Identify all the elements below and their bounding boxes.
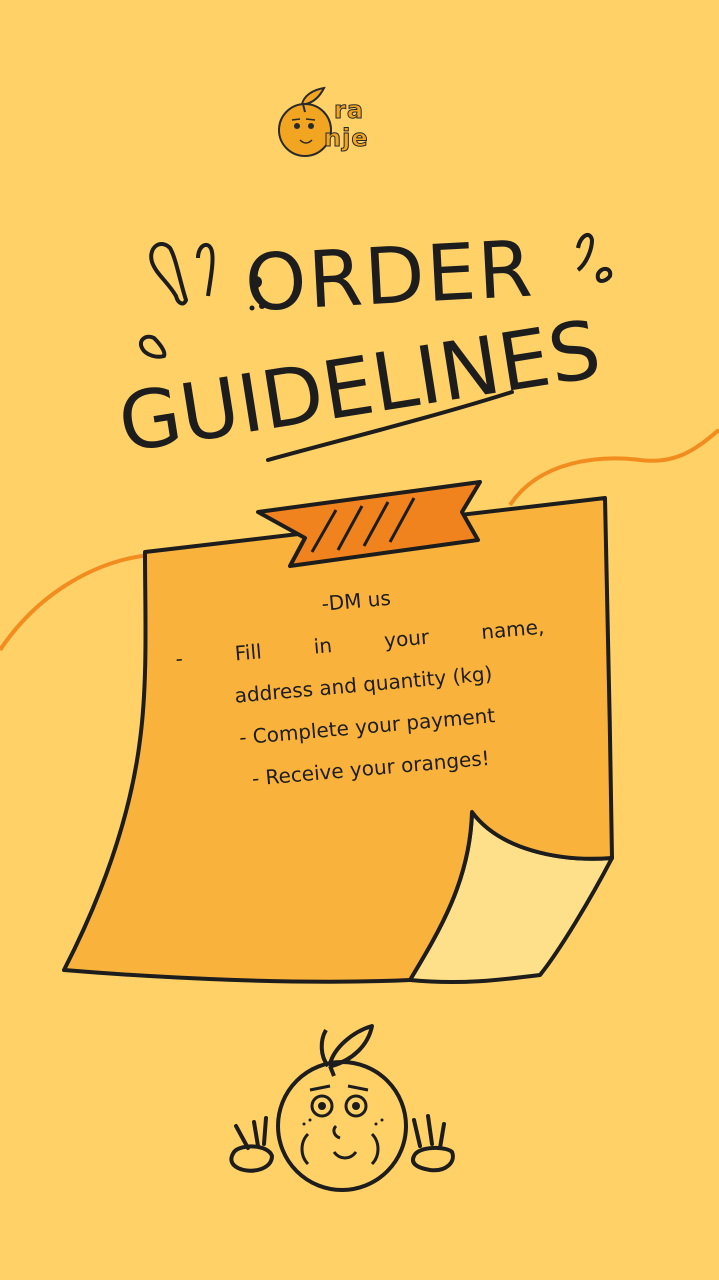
logo-text-top: ra — [333, 96, 365, 125]
orange-face-logo-icon — [278, 86, 332, 157]
brand-logo: ra nje — [272, 82, 412, 164]
logo-text-bottom: nje — [324, 124, 369, 153]
